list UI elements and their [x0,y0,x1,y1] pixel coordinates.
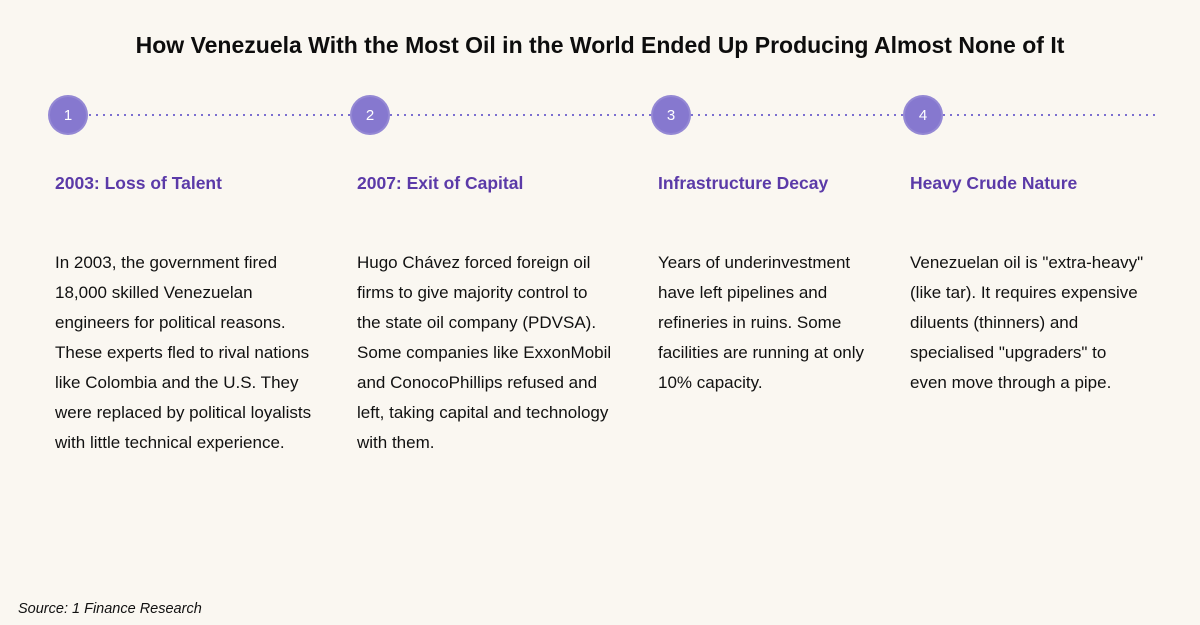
timeline-connector-line [68,114,1160,116]
timeline: 1 2 3 4 [48,95,1160,135]
step-4-heading: Heavy Crude Nature [910,173,1078,193]
step-3-marker: 3 [651,95,691,135]
step-4-column: Heavy Crude Nature Venezuelan oil is "ex… [910,170,1145,458]
step-2-body: Hugo Chávez forced foreign oil firms to … [357,253,612,452]
step-1-heading: 2003: Loss of Talent [55,173,222,193]
step-1-marker: 1 [48,95,88,135]
step-4-body: Venezuelan oil is "extra-heavy" (like ta… [910,253,1144,392]
page-title: How Venezuela With the Most Oil in the W… [135,32,1065,58]
step-3-column: Infrastructure Decay Years of underinves… [658,170,910,458]
step-1-body: In 2003, the government fired 18,000 ski… [55,253,312,452]
step-1-number: 1 [63,106,73,124]
step-4-marker: 4 [903,95,943,135]
timeline-markers: 1 2 3 4 [48,95,1145,135]
step-2-column: 2007: Exit of Capital Hugo Chávez forced… [357,170,658,458]
source-note: Source: 1 Finance Research [18,601,202,617]
step-3-body: Years of underinvestment have left pipel… [658,253,865,392]
timeline-content: 2003: Loss of Talent In 2003, the govern… [55,170,1145,458]
step-4-number: 4 [918,106,928,124]
step-1-column: 2003: Loss of Talent In 2003, the govern… [55,170,357,458]
step-3-heading: Infrastructure Decay [658,173,829,193]
step-2-heading: 2007: Exit of Capital [357,173,524,193]
step-3-number: 3 [666,106,676,124]
step-2-number: 2 [365,106,375,124]
step-2-marker: 2 [350,95,390,135]
